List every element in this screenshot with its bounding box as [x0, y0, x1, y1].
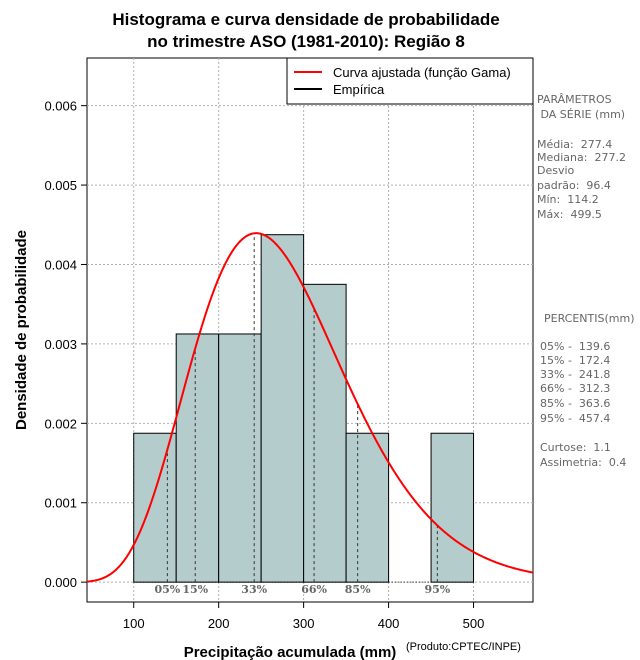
- percentis-title: PERCENTIS(mm): [544, 312, 635, 325]
- percentile-label-95%: 95%: [424, 583, 450, 596]
- histogram-bars: [133, 234, 475, 583]
- percentiles-panel: PERCENTIS(mm) 05% - 139.6 15% - 172.4 33…: [540, 312, 635, 469]
- legend-curve-label: Curva ajustada (função Gama): [333, 65, 511, 80]
- param-stddev: padrão: 96.4: [537, 179, 611, 192]
- histogram-bar-3: [260, 234, 305, 583]
- y-tick-label-4: 0.004: [44, 257, 77, 272]
- histogram-bar-4: [303, 283, 347, 583]
- param-stddev-label: Desvio: [537, 164, 575, 177]
- percentil-05: 05% - 139.6: [540, 340, 610, 353]
- assimetria: Assimetria: 0.4: [540, 456, 626, 469]
- gamma-fit-curve: [86, 232, 534, 583]
- legend-empirical-label: Empírica: [333, 82, 385, 97]
- percentile-label-85%: 85%: [345, 583, 371, 596]
- histogram-bar-0: [133, 432, 177, 583]
- percentil-95: 95% - 457.4: [540, 412, 610, 425]
- x-tick-label-2: 300: [293, 616, 315, 631]
- histogram-bar-5: [345, 432, 390, 583]
- x-tick-label-3: 400: [378, 616, 400, 631]
- y-tick-label-2: 0.002: [44, 416, 77, 431]
- percentile-label-33%: 33%: [241, 583, 267, 596]
- percentile-lines: 05% 15% 33% 66% 85% 95%: [133, 233, 474, 596]
- histogram-bar-2: [218, 333, 262, 583]
- param-median: Mediana: 277.2: [537, 151, 626, 164]
- chart-title-line-2: no trimestre ASO (1981-2010): Região 8: [147, 32, 465, 51]
- param-mean: Média: 277.4: [537, 138, 612, 151]
- product-credit: (Produto:CPTEC/INPE): [406, 641, 521, 653]
- histogram-bar-7: [430, 432, 475, 583]
- percentile-label-66%: 66%: [301, 583, 327, 596]
- percentile-label-05%: 05%: [154, 583, 180, 596]
- legend-box: [286, 57, 534, 105]
- x-axis-title: Precipitação acumulada (mm): [184, 644, 397, 660]
- gamma-curve-layer: [86, 232, 534, 583]
- y-tick-label-3: 0.003: [44, 337, 77, 352]
- params-subtitle: DA SÉRIE (mm): [537, 108, 625, 121]
- curtose: Curtose: 1.1: [540, 441, 611, 454]
- param-max: Máx: 499.5: [537, 208, 602, 221]
- x-tick-label-4: 500: [463, 616, 485, 631]
- x-tick-label-0: 100: [123, 616, 145, 631]
- percentil-85: 85% - 363.6: [540, 397, 610, 410]
- histogram-bar-1: [175, 333, 220, 583]
- percentile-label-15%: 15%: [182, 583, 208, 596]
- percentil-66: 66% - 312.3: [540, 382, 610, 395]
- series-parameters-panel: PARÂMETROS DA SÉRIE (mm) Média: 277.4 Me…: [537, 93, 626, 221]
- params-title: PARÂMETROS: [537, 93, 612, 106]
- y-axis-title: Densidade de probabilidade: [13, 230, 30, 430]
- y-tick-label-6: 0.006: [44, 99, 77, 114]
- x-tick-label-1: 200: [208, 616, 230, 631]
- legend: Curva ajustada (função Gama) Empírica: [286, 57, 534, 105]
- y-tick-label-0: 0.000: [44, 575, 77, 590]
- axes: 100 200 300 400 500 0.000 0.001 0.002 0.003 0.004…: [44, 99, 484, 631]
- y-tick-label-1: 0.001: [44, 496, 77, 511]
- percentil-15: 15% - 172.4: [540, 354, 610, 367]
- percentil-33: 33% - 241.8: [540, 368, 610, 381]
- param-min: Mín: 114.2: [537, 193, 599, 206]
- chart-title-line-1: Histograma e curva densidade de probabil…: [112, 10, 499, 29]
- y-tick-label-5: 0.005: [44, 178, 77, 193]
